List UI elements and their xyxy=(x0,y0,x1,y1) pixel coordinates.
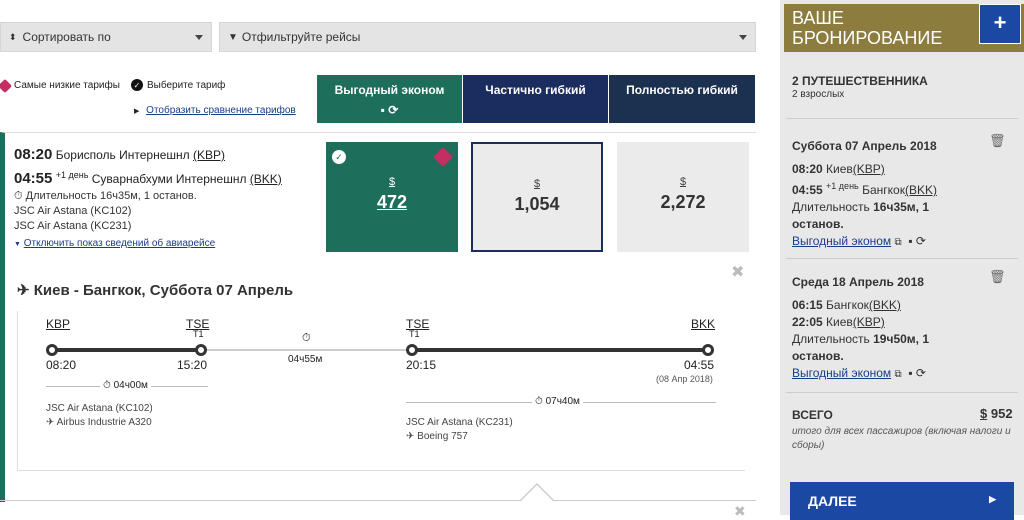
bag-refresh-icon: ▪ ⟳ xyxy=(380,103,399,117)
seg2-terminal: T1 xyxy=(409,329,420,339)
bag-refresh-icon: ▪ ⟳ xyxy=(908,366,926,380)
tag-icon xyxy=(0,78,13,93)
sort-arrows-icon: ⬍ xyxy=(9,31,17,42)
fare-header-semiflex[interactable]: Частично гибкий xyxy=(463,75,608,123)
seg1-end-dot xyxy=(195,344,207,356)
seg2-duration: ⏱ 07ч40м xyxy=(532,396,583,407)
sidebar-divider xyxy=(786,258,1018,259)
leg2-fare-link[interactable]: Выгодный эконом xyxy=(792,366,892,380)
leg1-details: 08:20 Киев(KBP) 04:55 +1 день Бангкок(BK… xyxy=(792,162,937,248)
seg2-from-code: TSE xyxy=(406,317,430,331)
price-fullflex[interactable]: $ 2,272 xyxy=(617,142,749,252)
next-button[interactable]: ДАЛЕЕ ▶ xyxy=(790,482,1014,520)
stopwatch-icon: ⏱ xyxy=(535,396,543,407)
trash-icon[interactable]: 🗑 xyxy=(989,133,1006,148)
seg1-terminal: T1 xyxy=(193,329,204,339)
seg1-dep-time: 08:20 xyxy=(46,358,77,372)
check-circle-icon: ✓ xyxy=(332,150,346,164)
external-link-icon: ⧉ xyxy=(894,369,902,380)
caret-right-icon: ▶ xyxy=(134,108,140,115)
flight-card xyxy=(0,132,756,502)
total-amount: $ 952 xyxy=(980,406,1013,421)
filter-icon: ▼ xyxy=(228,31,238,43)
check-circle-icon: ✓ xyxy=(131,79,143,91)
legend-lowest: Самые низкие тарифы xyxy=(0,78,120,93)
plane-icon: ✈ xyxy=(406,431,415,442)
tag-icon xyxy=(433,147,453,167)
seg1-to-code: TSE xyxy=(186,317,210,331)
details-box xyxy=(17,311,745,471)
leg1-date: Суббота 07 Апрель 2018 xyxy=(792,139,937,153)
hide-details-link[interactable]: ▼ Отключить показ сведений об авиарейсе xyxy=(14,238,216,249)
price-economy[interactable]: ✓ $ 472 xyxy=(326,142,458,252)
clock-icon: ⏱ xyxy=(14,190,23,202)
plane-icon: ✈ xyxy=(46,417,55,428)
close-icon[interactable]: ✖ xyxy=(731,264,745,281)
next-row-divider xyxy=(0,500,756,501)
leg2-details: 06:15 Бангкок(BKK) 22:05 Киев(KBP) Длите… xyxy=(792,298,930,380)
sidebar-divider xyxy=(786,392,1018,393)
fare-header-economy[interactable]: Выгодный эконом ▪ ⟳ xyxy=(317,75,462,123)
seg1-arr-time: 15:20 xyxy=(177,358,208,372)
add-button[interactable]: + xyxy=(979,4,1021,44)
layover-duration: 04ч55м xyxy=(288,354,323,365)
seg1-start-dot xyxy=(46,344,58,356)
price-semiflex[interactable]: $ 1,054 xyxy=(471,142,603,252)
trash-icon[interactable]: 🗑 xyxy=(989,269,1006,284)
seg1-line xyxy=(52,348,202,352)
next-row-notch-inner xyxy=(521,485,553,501)
flight-summary: 08:20 Борисполь Интернешнл (KBP) 04:55 +… xyxy=(14,146,282,187)
seg2-arr-date: (08 Апр 2018) xyxy=(656,374,713,384)
fare-header-fullflex[interactable]: Полностью гибкий xyxy=(609,75,755,123)
seg2-to-code: BKK xyxy=(691,317,716,331)
travellers-count: 2 ПУТЕШЕСТВЕННИКА xyxy=(792,74,928,88)
route-title: ✈ Киев - Бангкок, Суббота 07 Апрель xyxy=(17,282,294,299)
filter-label: Отфильтруйте рейсы xyxy=(241,30,361,44)
layover-line xyxy=(202,349,412,351)
caret-down-icon: ▼ xyxy=(14,241,21,248)
leg1-fare-link[interactable]: Выгодный эконом xyxy=(792,234,892,248)
chevron-down-icon xyxy=(739,35,747,40)
seg2-dep-time: 20:15 xyxy=(406,358,437,372)
seg2-start-dot xyxy=(406,344,418,356)
seg1-from-code: KBP xyxy=(46,317,71,331)
total-label: ВСЕГО xyxy=(792,408,833,422)
sort-dropdown[interactable]: ⬍ Сортировать по xyxy=(0,22,212,52)
seg2-end-dot xyxy=(702,344,714,356)
booking-sidebar: ВАШЕ БРОНИРОВАНИЕ + 2 ПУТЕШЕСТВЕННИКА 2 … xyxy=(780,0,1024,520)
stopwatch-icon: ⏱ xyxy=(302,332,311,344)
sort-label: Сортировать по xyxy=(22,30,111,44)
chevron-down-icon xyxy=(195,35,203,40)
seg1-duration: ⏱ 04ч00м xyxy=(100,380,151,391)
total-note: итого для всех пассажиров (включая налог… xyxy=(792,426,1011,451)
seg1-carrier-info: JSC Air Astana (KC102) ✈ Airbus Industri… xyxy=(46,403,153,428)
travellers-adults: 2 взрослых xyxy=(792,89,845,100)
sidebar-divider xyxy=(786,118,1018,119)
seg2-arr-time: 04:55 xyxy=(684,358,715,372)
caret-right-icon: ▶ xyxy=(989,494,996,504)
close-icon[interactable]: ✖ xyxy=(734,503,746,519)
leg2-date: Среда 18 Апрель 2018 xyxy=(792,275,924,289)
seg2-carrier-info: JSC Air Astana (KC231) ✈ Boeing 757 xyxy=(406,417,513,442)
plane-icon: ✈ xyxy=(17,282,30,299)
bag-refresh-icon: ▪ ⟳ xyxy=(908,234,926,248)
stopwatch-icon: ⏱ xyxy=(103,380,111,391)
compare-fares-link[interactable]: ▶ Отобразить сравнение тарифов xyxy=(134,105,296,116)
external-link-icon: ⧉ xyxy=(894,237,902,248)
filter-dropdown[interactable]: ▼ Отфильтруйте рейсы xyxy=(219,22,756,52)
flight-meta: ⏱ Длительность 16ч35м, 1 останов. JSC Ai… xyxy=(14,190,197,232)
legend-choose: ✓ Выберите тариф xyxy=(131,79,225,91)
seg2-line xyxy=(412,348,708,352)
